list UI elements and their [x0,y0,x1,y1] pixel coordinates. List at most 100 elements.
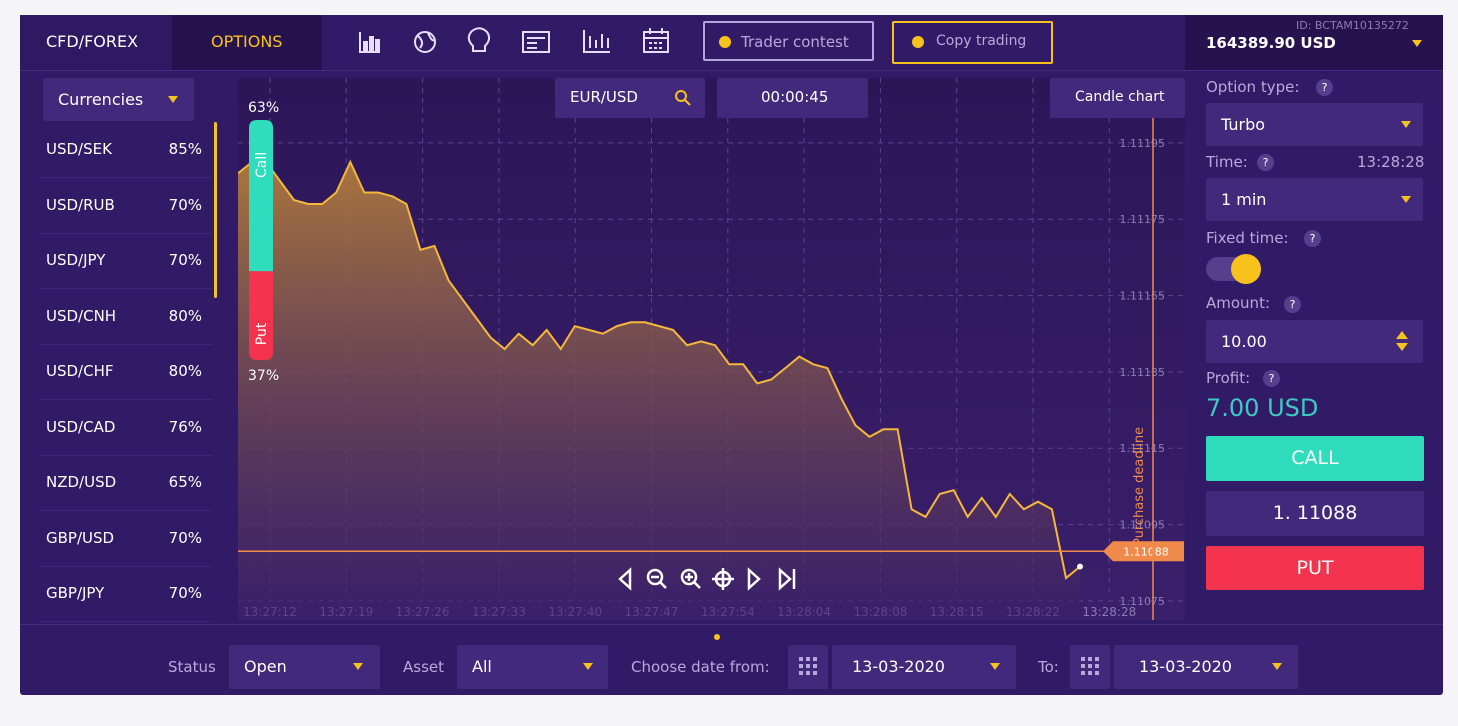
button[interactable] [892,21,1053,64]
asset-row[interactable]: GBP/JPY 70% [40,566,212,622]
icon[interactable] [643,28,669,53]
divider [20,624,1443,625]
asset-name: USD/SEK [46,140,112,158]
dropdown[interactable] [1206,178,1423,221]
help[interactable]: ? [1263,370,1280,387]
tab[interactable]: CFD/FOREX [46,32,139,51]
asset-list: USD/SEK 85% USD/RUB 70% USD/JPY 70% USD/CNH 80%… [20,122,215,622]
last-point [1077,563,1083,570]
label: To: [1038,658,1059,676]
asset-row[interactable]: USD/JPY 70% [40,233,212,289]
caret [1401,121,1411,128]
label: Asset [403,658,445,676]
scrollbar[interactable] [214,122,217,298]
center[interactable] [712,568,734,590]
icon[interactable] [467,27,491,52]
caret [1401,196,1411,203]
label: Fixed time: [1206,229,1289,247]
date-picker[interactable] [832,645,1016,689]
profit: 7.00 USD [1206,394,1319,422]
price-tag-label: 1.11088 [1123,545,1169,558]
dropdown[interactable] [1206,103,1423,146]
put-label: Put [254,322,270,345]
help[interactable]: ? [1284,296,1301,313]
dropdown-value: Currencies [58,90,144,109]
dropdown-value: All [472,657,492,676]
call-label: Call [254,152,270,178]
x-tick-label: 13:28:28 [1082,605,1136,619]
caret [1412,40,1422,47]
label: Option type: [1206,78,1300,96]
icon[interactable] [359,32,380,53]
dropdown[interactable] [457,645,608,689]
indicator [912,36,924,48]
deadline-label: Purchase deadline [1132,427,1147,546]
date-picker[interactable] [1114,645,1298,689]
indicator [719,36,731,48]
asset-payout: 70% [168,528,202,547]
dropdown-value: Open [244,657,287,676]
help[interactable]: ? [1304,230,1321,247]
search-box[interactable] [555,78,705,118]
icon[interactable] [414,31,436,53]
toggle-knob [1231,254,1261,284]
price-chart: 13:27:1213:27:1913:27:2613:27:3313:27:40… [238,78,1185,620]
help[interactable]: ? [1316,79,1333,96]
asset-payout: 70% [168,195,202,214]
asset-name: USD/CNH [46,306,117,325]
asset-payout: 80% [168,362,202,380]
next[interactable] [747,567,761,591]
zoom-out[interactable] [646,568,667,589]
timer-box [717,78,868,118]
calendar-icon [1081,657,1099,675]
help[interactable]: ? [1257,154,1274,171]
y-tick-label: 1.11075 [1120,595,1166,608]
pair: EUR/USD [570,88,638,106]
account-id: ID: BCTAM10135272 [1296,19,1409,32]
label: Time: [1206,153,1248,171]
asset-row[interactable]: USD/CHF 80% [40,344,212,400]
time: 13:28:28 [1357,153,1425,171]
put-button[interactable]: PUT [1206,546,1424,590]
asset-row[interactable]: USD/RUB 70% [40,178,212,234]
icon[interactable] [583,30,610,53]
y-tick-label: 1.11135 [1120,366,1166,379]
asset-row[interactable]: NZD/USD 65% [40,455,212,511]
button[interactable] [1050,78,1185,118]
spinner[interactable] [1395,330,1409,352]
asset-payout: 85% [168,140,202,158]
asset-name: USD/JPY [46,251,106,269]
caret [1272,663,1282,670]
icon[interactable] [522,31,550,53]
asset-name: GBP/USD [46,528,115,547]
call-button[interactable]: CALL [1206,436,1424,481]
call-percent: 63% [248,100,279,116]
tab[interactable]: OPTIONS [211,32,283,51]
zoom-in[interactable] [680,568,701,589]
asset-row[interactable]: GBP/USD 70% [40,511,212,567]
button[interactable] [703,21,874,61]
handle[interactable] [714,634,720,640]
input[interactable] [1206,320,1423,363]
caret [353,663,363,670]
amount: 10.00 [1221,332,1267,351]
call-share [249,120,273,272]
label: Choose date from: [631,658,770,676]
caret [168,96,178,103]
end[interactable] [778,567,796,591]
account-bg [1185,15,1443,70]
tab-bg [172,15,322,70]
button-label: Copy trading [936,33,1027,49]
prev[interactable] [618,567,632,591]
y-tick-label: 1.11155 [1120,290,1166,303]
asset-row[interactable]: USD/CNH 80% [40,289,212,345]
toolbar-icons [359,27,669,53]
search-icon[interactable] [673,88,693,108]
balance[interactable]: 164389.90 USD [1206,34,1336,52]
asset-row[interactable]: USD/CAD 76% [40,400,212,456]
asset-row[interactable]: USD/SEK 85% [40,122,212,178]
dropdown-value: Turbo [1221,115,1266,134]
tab-bg [20,15,172,70]
asset-name: USD/RUB [46,195,115,214]
